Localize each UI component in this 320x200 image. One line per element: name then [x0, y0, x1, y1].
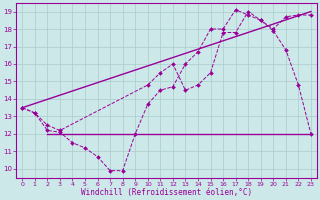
X-axis label: Windchill (Refroidissement éolien,°C): Windchill (Refroidissement éolien,°C)	[81, 188, 252, 197]
